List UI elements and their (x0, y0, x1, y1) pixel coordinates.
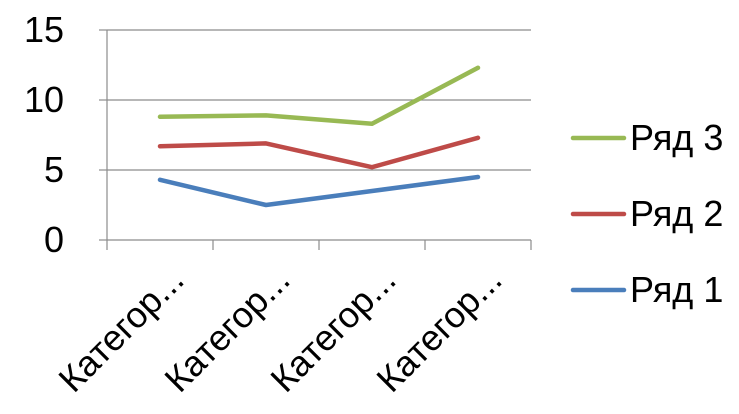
y-tick-label: 15 (24, 9, 64, 50)
series-lines (157, 65, 481, 208)
legend-label: Ряд 3 (630, 117, 723, 158)
gridlines (107, 29, 531, 171)
x-tick-labels: Категор...Категор...Категор...Категор... (50, 259, 509, 400)
legend: Ряд 3 Ряд 2 Ряд 1 (570, 117, 723, 310)
legend-label: Ряд 2 (630, 193, 723, 234)
y-tick-label: 10 (24, 79, 64, 120)
y-tick-label: 0 (44, 219, 64, 260)
series-line-Ряд-1 (157, 174, 481, 208)
series-line-Ряд-2 (157, 135, 481, 170)
series-line-Ряд-3 (157, 65, 481, 127)
legend-label: Ряд 1 (630, 269, 723, 310)
y-tick-label: 5 (44, 149, 64, 190)
y-tick-labels: 0 5 10 15 (24, 9, 64, 260)
axes (99, 29, 532, 250)
